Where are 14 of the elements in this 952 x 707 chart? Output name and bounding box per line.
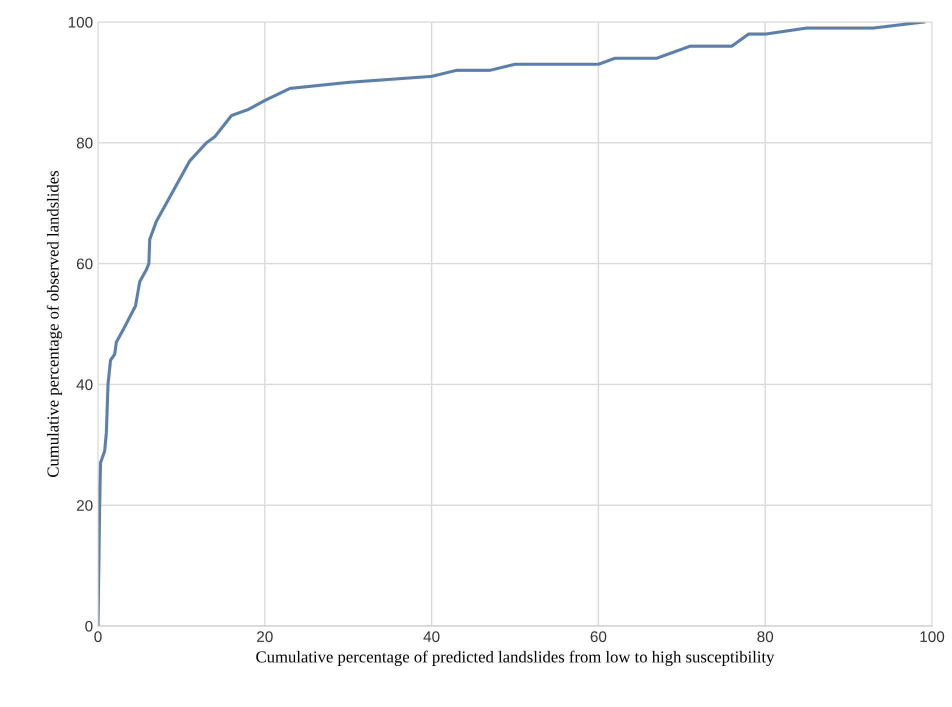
y-tick-label: 80: [76, 138, 93, 148]
x-tick-label: 0: [94, 631, 102, 642]
x-tick-label: 80: [757, 631, 774, 642]
y-axis-title: Cumulative percentage of observed landslides: [46, 170, 62, 477]
x-axis-title: Cumulative percentage of predicted landslides from low to high susceptibility: [256, 650, 774, 666]
y-tick-label: 100: [68, 16, 93, 28]
y-tick-label: 60: [76, 258, 93, 270]
x-tick-label: 60: [590, 631, 606, 642]
x-tick-label: 20: [257, 631, 273, 642]
y-tick-label: 40: [76, 379, 93, 390]
y-tick-label: 20: [76, 500, 93, 511]
x-tick-label: 100: [920, 631, 944, 642]
x-tick-label: 40: [423, 631, 440, 642]
y-tick-label: 0: [85, 620, 93, 632]
